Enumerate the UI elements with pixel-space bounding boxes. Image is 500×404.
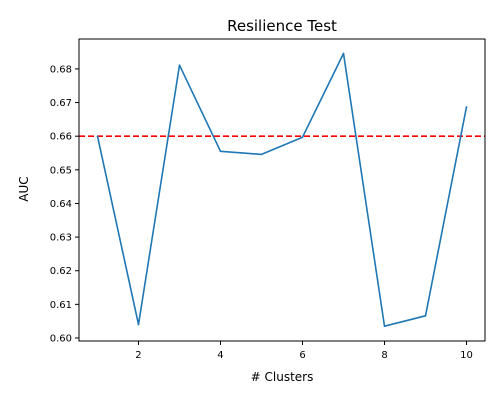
- y-tick-label: 0.62: [50, 266, 72, 277]
- y-axis-label: AUC: [17, 176, 31, 201]
- y-tick-label: 0.65: [50, 165, 72, 176]
- plot-frame: [78, 38, 486, 342]
- y-tick-label: 0.63: [50, 233, 72, 244]
- data-point: [424, 314, 427, 317]
- data-point: [301, 136, 304, 139]
- y-tick-label: 0.67: [50, 98, 72, 109]
- y-tick-label: 0.61: [50, 300, 72, 311]
- chart-title: Resilience Test: [227, 17, 337, 35]
- x-axis-label: # Clusters: [251, 370, 314, 384]
- plot-area: 2 4 6 8 10 0.60 0.61 0.62 0.63 0.64 0.65 0.66 0.67 0.…: [50, 52, 485, 361]
- data-point: [137, 323, 140, 326]
- series-line: [96, 52, 468, 328]
- data-point: [342, 52, 345, 55]
- y-tick-label: 0.68: [50, 64, 72, 75]
- data-point: [260, 153, 263, 156]
- y-tick-label: 0.64: [50, 199, 72, 210]
- x-tick-label: 4: [217, 350, 223, 361]
- y-tick-label: 0.66: [50, 132, 72, 143]
- x-tick-label: 2: [135, 350, 141, 361]
- data-point: [96, 135, 99, 137]
- data-point: [383, 325, 386, 328]
- x-tick-label: 10: [460, 350, 473, 361]
- data-point: [219, 150, 222, 153]
- x-tick-label: 8: [381, 350, 387, 361]
- x-tick-label: 6: [299, 350, 305, 361]
- data-point: [465, 106, 468, 108]
- data-point: [178, 64, 181, 67]
- y-tick-label: 0.60: [50, 333, 72, 344]
